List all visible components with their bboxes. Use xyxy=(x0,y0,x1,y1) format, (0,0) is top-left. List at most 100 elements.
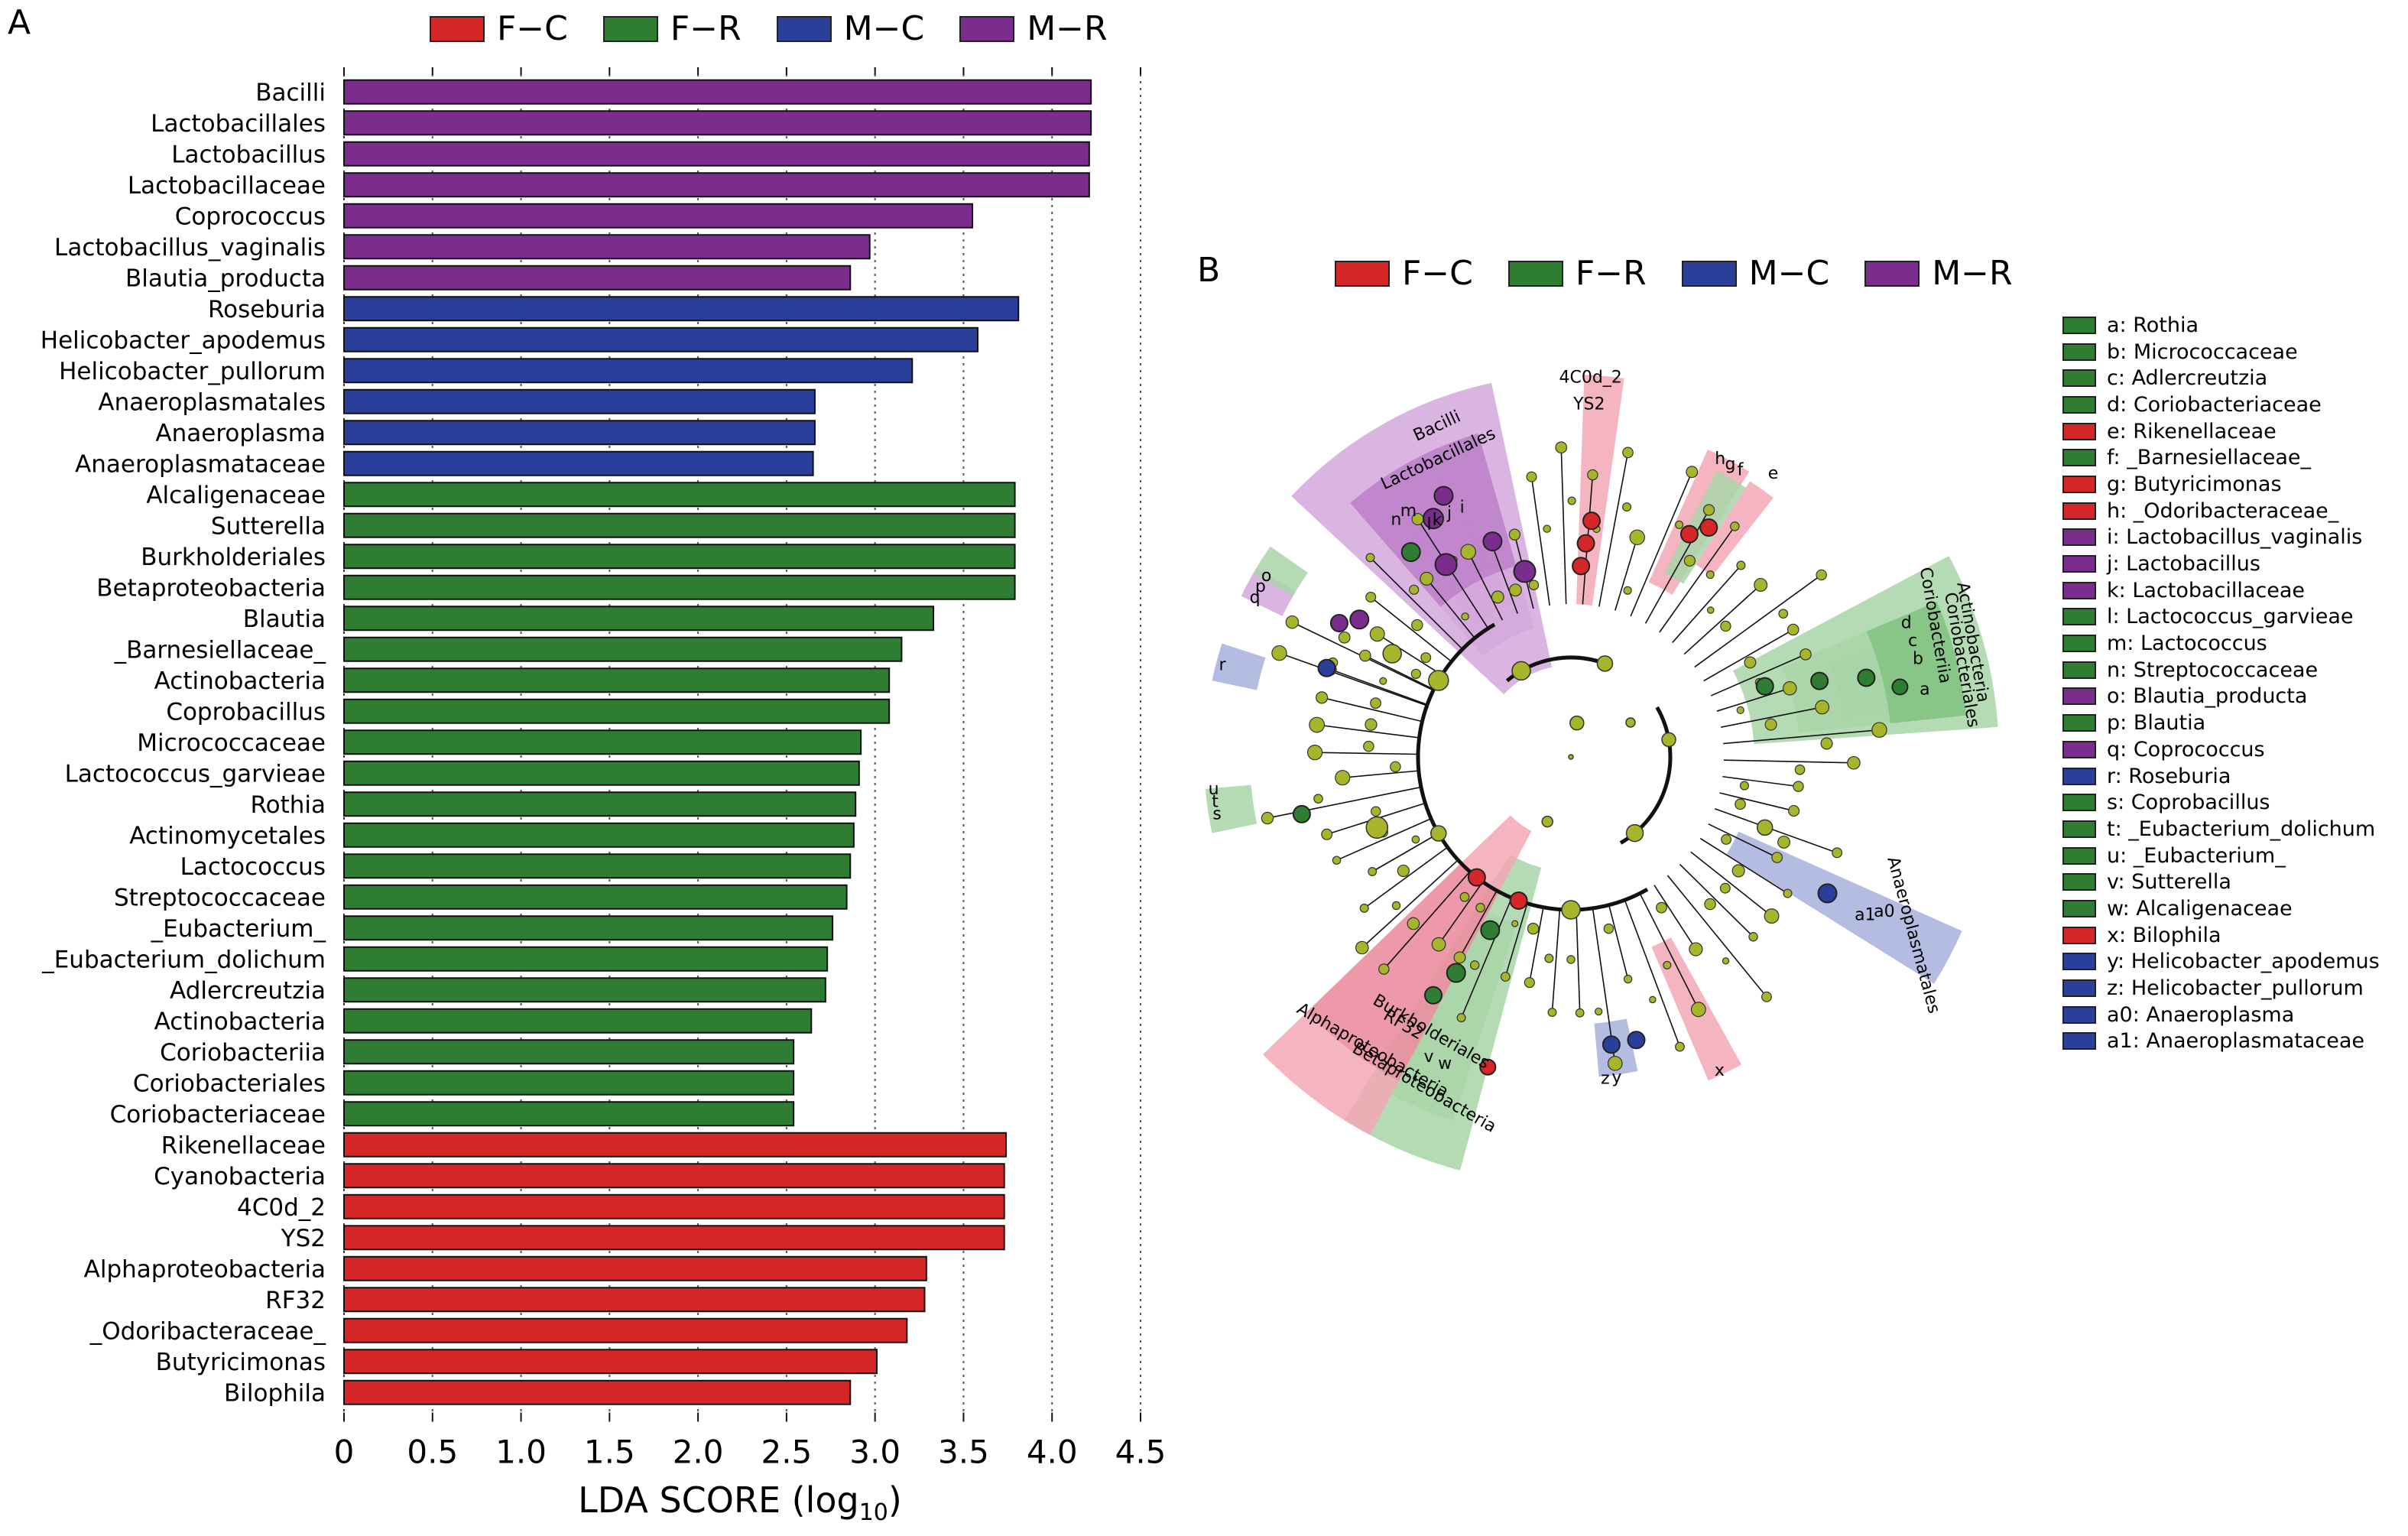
clade-letter: c xyxy=(1908,632,1917,651)
leaf-node xyxy=(1431,937,1446,952)
a-legend-swatch xyxy=(602,15,658,42)
clade-letter: n xyxy=(1391,511,1401,530)
clade-legend-item: x: Bilophila xyxy=(2062,922,2380,949)
leaf-node xyxy=(1782,680,1797,696)
clade-legend-item: j: Lactobacillus xyxy=(2062,550,2380,577)
significant-node xyxy=(1602,1035,1621,1054)
legend-panel-b: F−C F−R M−C M−R xyxy=(1335,254,2048,293)
bar xyxy=(343,1039,795,1065)
tree-branch xyxy=(1364,846,1449,909)
leaf-node xyxy=(1623,974,1633,984)
bar-label: _Odoribacteraceae_ xyxy=(89,1317,326,1345)
b-legend-entry: F−C xyxy=(1335,254,1473,293)
inner-node xyxy=(1735,798,1746,810)
clade-letter: h xyxy=(1715,450,1725,469)
bar-label: Alphaproteobacteria xyxy=(84,1255,326,1283)
clade-legend-item: i: Lactobacillus_vaginalis xyxy=(2062,524,2380,551)
inner-node xyxy=(1778,609,1789,619)
clade-letter: s xyxy=(1212,805,1221,824)
leaf-node xyxy=(1306,745,1323,761)
clade-legend-label: z: Helicobacter_pullorum xyxy=(2107,976,2364,1001)
clade-legend-item: a0: Anaeroplasma xyxy=(2062,1002,2380,1028)
bar-label: Anaeroplasmataceae xyxy=(75,450,326,478)
bar-label: Helicobacter_apodemus xyxy=(41,326,326,354)
inner-node xyxy=(1721,834,1732,845)
clade-letter: i xyxy=(1460,498,1465,517)
tree-branch xyxy=(1329,668,1428,706)
clade-legend-item: n: Streptococcaceae xyxy=(2062,657,2380,684)
significant-node xyxy=(1679,524,1699,544)
tree-branch xyxy=(1615,537,1638,611)
inner-node xyxy=(1511,661,1531,681)
inner-node xyxy=(1596,655,1614,672)
lda-bar-chart: Bacilli Lactobacillales Lactobacillus Lacto… xyxy=(41,67,1166,1526)
bar-label: Coprococcus xyxy=(175,203,326,230)
leaf-node xyxy=(1321,828,1333,840)
tree-branch xyxy=(1576,909,1581,1013)
leaf-node xyxy=(1420,571,1434,586)
bar xyxy=(343,1287,926,1313)
bar xyxy=(343,79,1092,105)
x-tick-label: 0.5 xyxy=(407,1434,458,1471)
clade-letter: o xyxy=(1261,567,1271,586)
clade-legend-item: v: Sutterella xyxy=(2062,869,2380,895)
significant-node xyxy=(1513,560,1537,583)
bar xyxy=(343,698,891,724)
inner-node xyxy=(1541,815,1553,828)
significant-node xyxy=(1424,986,1443,1005)
leaf-node xyxy=(1359,649,1371,662)
clade-legend-swatch xyxy=(2062,926,2096,944)
bar xyxy=(343,853,852,879)
tree-branch xyxy=(1426,578,1475,639)
inner-node xyxy=(1794,764,1806,775)
b-legend-entry: M−R xyxy=(1864,254,2013,293)
clade-legend-item: l: Lactococcus_garvieae xyxy=(2062,604,2380,631)
inner-node xyxy=(1561,900,1581,920)
significant-node xyxy=(1480,920,1501,940)
leaf-node xyxy=(1359,903,1369,913)
bar-label: Coriobacteriia xyxy=(160,1039,326,1067)
leaf-node xyxy=(1607,1056,1623,1071)
tree-branch xyxy=(1267,786,1422,819)
clade-legend-label: e: Rikenellaceae xyxy=(2107,419,2277,443)
clade-legend-swatch xyxy=(2062,820,2096,838)
clade-legend-swatch xyxy=(2062,794,2096,812)
bar xyxy=(343,1193,1005,1219)
tree-branch xyxy=(1365,654,1434,690)
bar xyxy=(343,450,814,476)
a-legend-label: F−C xyxy=(497,9,568,48)
clade-sector xyxy=(1726,831,1962,984)
bar-label: _Eubacterium_ xyxy=(151,915,326,943)
inner-node xyxy=(1410,668,1421,679)
bar xyxy=(343,946,829,972)
clade-legend-label: t: _Eubacterium_dolichum xyxy=(2107,817,2376,841)
clade-legend-item: m: Lactococcus xyxy=(2062,630,2380,657)
clade-legend-label: n: Streptococcaceae xyxy=(2107,658,2319,682)
leaf-node xyxy=(1702,504,1715,516)
tree-branch xyxy=(1690,851,1773,917)
tree-branch xyxy=(1361,859,1459,949)
leaf-node xyxy=(1460,544,1476,560)
clade-legend-swatch xyxy=(2062,899,2096,917)
significant-node xyxy=(1433,485,1454,506)
a-legend-label: M−R xyxy=(1027,9,1108,48)
clade-legend-swatch xyxy=(2062,369,2096,388)
bar-label: Bilophila xyxy=(224,1379,326,1407)
leaf-node xyxy=(1309,716,1326,733)
significant-node xyxy=(1509,891,1528,910)
b-legend-swatch xyxy=(1335,260,1390,287)
clade-legend-item: a1: Anaeroplasmataceae xyxy=(2062,1028,2380,1055)
tree-branch xyxy=(1659,525,1735,633)
tree-branch xyxy=(1417,518,1489,629)
bar xyxy=(343,358,914,384)
clade-legend-swatch xyxy=(2062,953,2096,971)
bar xyxy=(343,110,1092,136)
tree-branch xyxy=(1383,871,1471,970)
bar xyxy=(343,977,826,1003)
clade-sector xyxy=(1829,631,1935,719)
bar xyxy=(343,388,816,414)
x-tick-label: 4.0 xyxy=(1027,1434,1078,1471)
inner-node xyxy=(1461,612,1469,621)
bar-label: Anaeroplasmatales xyxy=(98,388,326,416)
leaf-node xyxy=(1816,569,1827,581)
